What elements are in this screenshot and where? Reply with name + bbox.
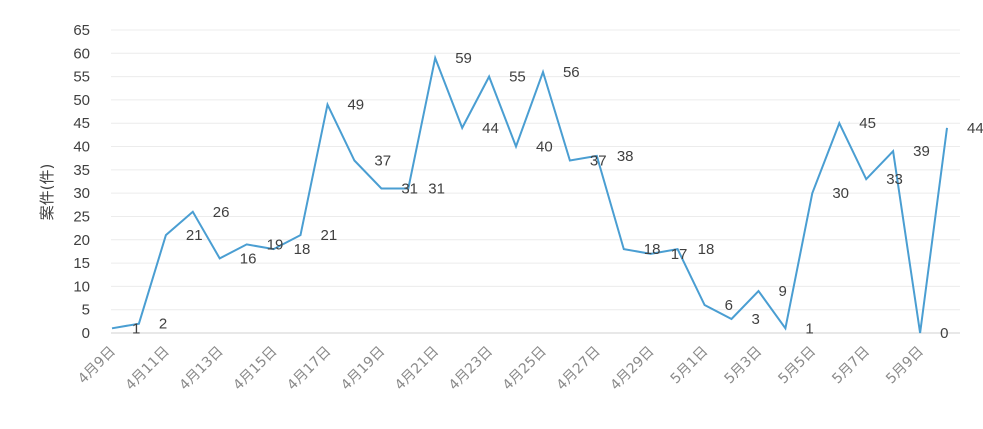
data-label: 19 [267,236,284,253]
x-tick-label: 4月15日 [230,344,280,394]
data-label: 21 [186,227,203,244]
y-tick-label: 5 [82,302,90,319]
x-tick-label: 5月3日 [722,344,766,388]
x-tick-label: 4月17日 [284,344,334,394]
data-label: 59 [455,50,472,67]
data-label: 30 [832,185,849,202]
data-label: 56 [563,64,580,81]
y-tick-label: 10 [73,278,90,295]
data-label: 2 [159,316,167,333]
data-label: 26 [213,204,230,221]
data-label: 39 [913,143,930,160]
x-axis-ticks: 4月9日 4月11日 4月13日 4月15日 4月17日 4月19日 4月21日 4月23日 4… [75,344,927,394]
y-tick-label: 20 [73,232,90,249]
y-tick-label: 0 [82,325,90,342]
x-tick-label: 5月9日 [883,344,927,388]
x-tick-label: 4月23日 [446,344,496,394]
data-label: 31 [401,180,418,197]
y-tick-label: 65 [73,22,90,39]
x-tick-label: 5月7日 [829,344,873,388]
data-label: 9 [778,283,786,300]
data-label: 55 [509,69,526,86]
x-tick-label: 4月21日 [392,344,442,394]
x-tick-label: 4月25日 [500,344,550,394]
x-tick-label: 5月1日 [668,344,712,388]
data-label: 44 [967,120,983,137]
y-tick-label: 60 [73,45,90,62]
y-tick-label: 45 [73,115,90,132]
data-label: 0 [940,325,948,342]
series-line [111,54,948,334]
data-label: 38 [617,148,634,165]
y-tick-label: 15 [73,255,90,272]
data-label: 31 [428,180,445,197]
gridlines [111,29,960,334]
y-tick-label: 25 [73,208,90,225]
data-label: 37 [374,153,391,170]
y-axis-ticks: 0 5 10 15 20 25 30 35 40 45 50 55 60 65 [73,22,90,342]
data-label: 49 [347,97,364,114]
x-tick-label: 4月13日 [177,344,227,394]
data-label: 40 [536,139,553,156]
x-tick-label: 5月5日 [775,344,819,388]
x-tick-label: 4月9日 [75,344,119,388]
data-label: 33 [886,171,903,188]
x-tick-label: 4月27日 [554,344,604,394]
data-label: 17 [671,246,688,263]
data-label: 37 [590,153,607,170]
y-tick-label: 40 [73,139,90,156]
data-label: 3 [752,311,760,328]
data-label: 18 [294,241,311,258]
data-label: 1 [805,320,813,337]
y-tick-label: 35 [73,162,90,179]
data-label: 45 [859,115,876,132]
data-label: 18 [644,241,661,258]
data-label: 16 [240,250,257,267]
data-label: 44 [482,120,499,137]
y-tick-label: 50 [73,92,90,109]
x-tick-label: 4月11日 [123,344,173,394]
x-tick-label: 4月19日 [338,344,388,394]
data-label: 6 [725,297,733,314]
y-tick-label: 55 [73,69,90,86]
data-label: 18 [698,241,715,258]
data-label: 21 [321,227,338,244]
y-tick-label: 30 [73,185,90,202]
data-label: 1 [132,320,140,337]
x-tick-label: 4月29日 [608,344,658,394]
y-axis-label: 案件(件) [38,164,56,221]
